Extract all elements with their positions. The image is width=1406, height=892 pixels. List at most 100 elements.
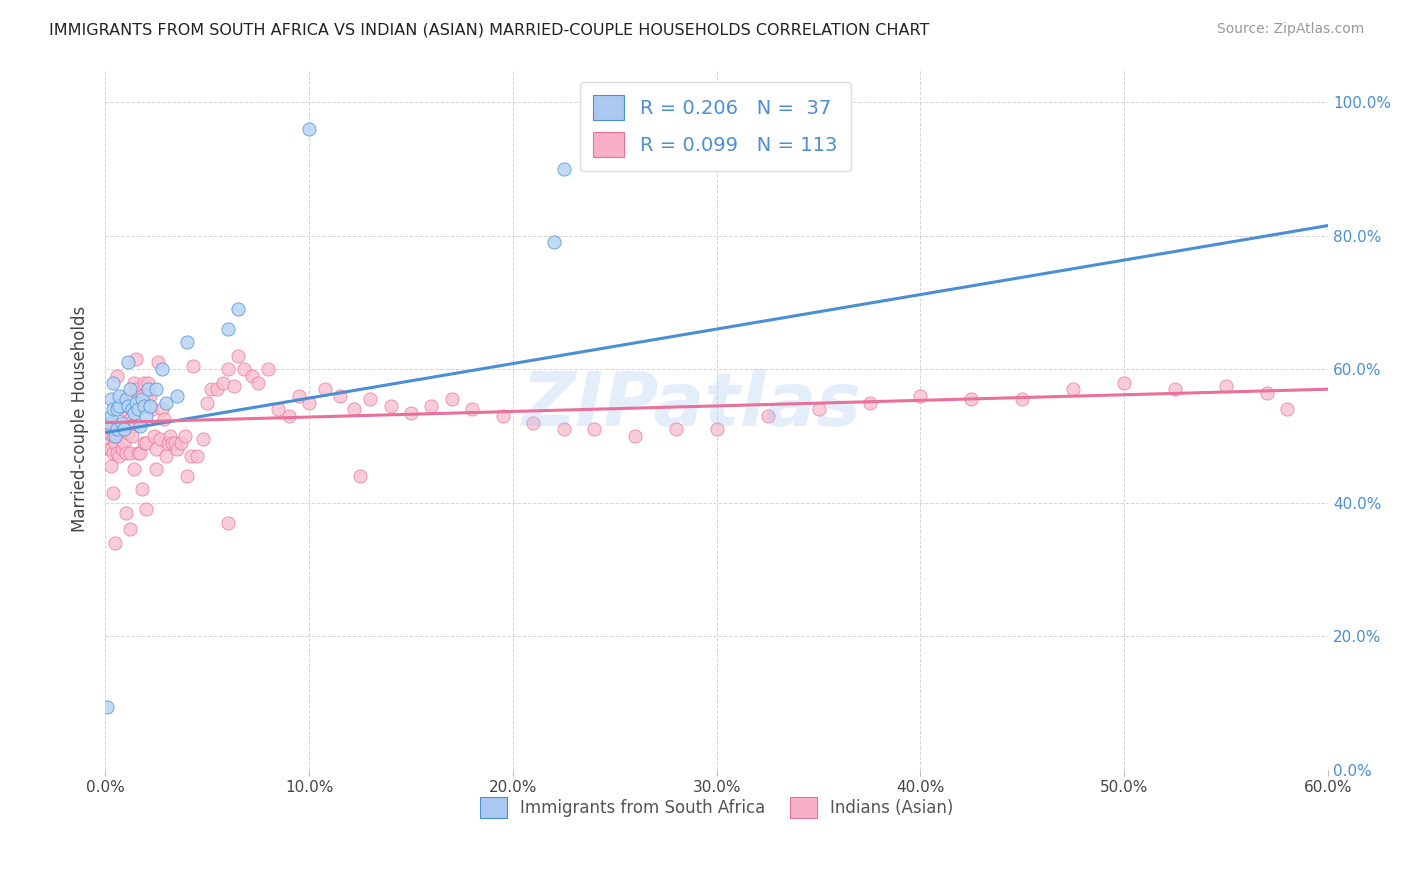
Point	[153, 412, 176, 426]
Text: IMMIGRANTS FROM SOUTH AFRICA VS INDIAN (ASIAN) MARRIED-COUPLE HOUSEHOLDS CORRELA: IMMIGRANTS FROM SOUTH AFRICA VS INDIAN (…	[49, 22, 929, 37]
Point	[166, 442, 188, 457]
Point	[131, 389, 153, 403]
Point	[960, 392, 983, 407]
Point	[131, 392, 153, 407]
Point	[118, 412, 141, 426]
Point	[136, 376, 159, 390]
Point	[166, 389, 188, 403]
Point	[108, 399, 131, 413]
Point	[155, 449, 177, 463]
Point	[149, 432, 172, 446]
Point	[139, 399, 162, 413]
Point	[127, 402, 149, 417]
Point	[176, 469, 198, 483]
Point	[103, 402, 125, 417]
Point	[399, 406, 422, 420]
Point	[98, 442, 121, 457]
Point	[135, 435, 157, 450]
Point	[440, 392, 463, 407]
Point	[186, 449, 208, 463]
Point	[139, 389, 162, 403]
Point	[277, 409, 299, 423]
Point	[1215, 379, 1237, 393]
Point	[176, 335, 198, 350]
Point	[858, 395, 880, 409]
Point	[247, 376, 270, 390]
Point	[132, 435, 155, 450]
Point	[155, 395, 177, 409]
Point	[112, 395, 135, 409]
Point	[108, 449, 131, 463]
Point	[117, 399, 139, 413]
Point	[108, 425, 131, 440]
Point	[114, 392, 136, 407]
Point	[380, 399, 402, 413]
Point	[157, 435, 180, 450]
Point	[118, 523, 141, 537]
Point	[583, 422, 606, 436]
Point	[125, 382, 148, 396]
Point	[349, 469, 371, 483]
Point	[706, 422, 728, 436]
Point	[96, 435, 118, 450]
Point	[329, 389, 352, 403]
Point	[121, 419, 143, 434]
Point	[910, 389, 932, 403]
Point	[1256, 385, 1278, 400]
Point	[135, 409, 157, 423]
Point	[359, 392, 381, 407]
Point	[127, 445, 149, 459]
Point	[125, 395, 148, 409]
Point	[148, 355, 170, 369]
Point	[267, 402, 290, 417]
Point	[107, 422, 129, 436]
Point	[163, 435, 186, 450]
Point	[226, 301, 249, 316]
Point	[122, 406, 145, 420]
Point	[125, 352, 148, 367]
Point	[543, 235, 565, 250]
Point	[298, 121, 321, 136]
Point	[1062, 382, 1084, 396]
Point	[1114, 376, 1136, 390]
Point	[145, 382, 167, 396]
Point	[118, 382, 141, 396]
Point	[420, 399, 443, 413]
Point	[107, 445, 129, 459]
Point	[169, 435, 191, 450]
Point	[110, 416, 132, 430]
Point	[110, 442, 132, 457]
Point	[232, 362, 254, 376]
Text: Source: ZipAtlas.com: Source: ZipAtlas.com	[1216, 22, 1364, 37]
Point	[257, 362, 280, 376]
Point	[100, 442, 122, 457]
Point	[136, 382, 159, 396]
Point	[117, 355, 139, 369]
Point	[191, 432, 214, 446]
Legend: Immigrants from South Africa, Indians (Asian): Immigrants from South Africa, Indians (A…	[474, 790, 960, 825]
Point	[143, 429, 166, 443]
Point	[145, 462, 167, 476]
Point	[121, 429, 143, 443]
Point	[103, 429, 125, 443]
Point	[103, 485, 125, 500]
Point	[159, 429, 181, 443]
Point	[173, 429, 195, 443]
Point	[553, 422, 575, 436]
Point	[128, 445, 150, 459]
Point	[100, 458, 122, 473]
Point	[103, 445, 125, 459]
Point	[104, 422, 127, 436]
Point	[110, 422, 132, 436]
Point	[103, 376, 125, 390]
Point	[122, 376, 145, 390]
Text: ZIPatlas: ZIPatlas	[522, 368, 862, 442]
Point	[121, 402, 143, 417]
Point	[150, 402, 173, 417]
Point	[127, 402, 149, 417]
Point	[162, 435, 184, 450]
Point	[1277, 402, 1299, 417]
Point	[756, 409, 779, 423]
Point	[522, 416, 544, 430]
Point	[624, 429, 647, 443]
